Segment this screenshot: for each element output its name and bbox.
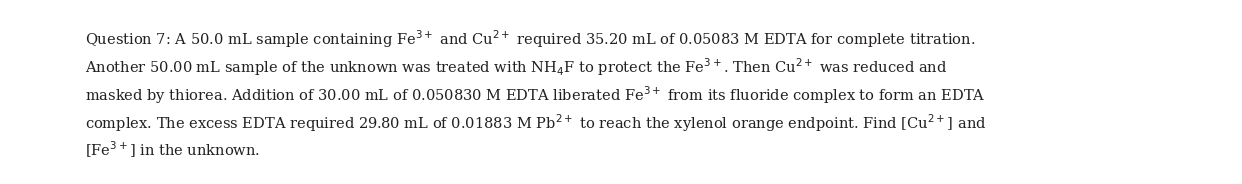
Text: Question 7: A 50.0 mL sample containing Fe$^{3+}$ and Cu$^{2+}$ required 35.20 m: Question 7: A 50.0 mL sample containing … bbox=[84, 28, 975, 50]
Text: [Fe$^{3+}$] in the unknown.: [Fe$^{3+}$] in the unknown. bbox=[84, 140, 260, 160]
Text: complex. The excess EDTA required 29.80 mL of 0.01883 M Pb$^{2+}$ to reach the x: complex. The excess EDTA required 29.80 … bbox=[84, 112, 986, 134]
Text: masked by thiorea. Addition of 30.00 mL of 0.050830 M EDTA liberated Fe$^{3+}$ f: masked by thiorea. Addition of 30.00 mL … bbox=[84, 84, 986, 106]
Text: Another 50.00 mL sample of the unknown was treated with NH$_4$F to protect the F: Another 50.00 mL sample of the unknown w… bbox=[84, 56, 948, 78]
